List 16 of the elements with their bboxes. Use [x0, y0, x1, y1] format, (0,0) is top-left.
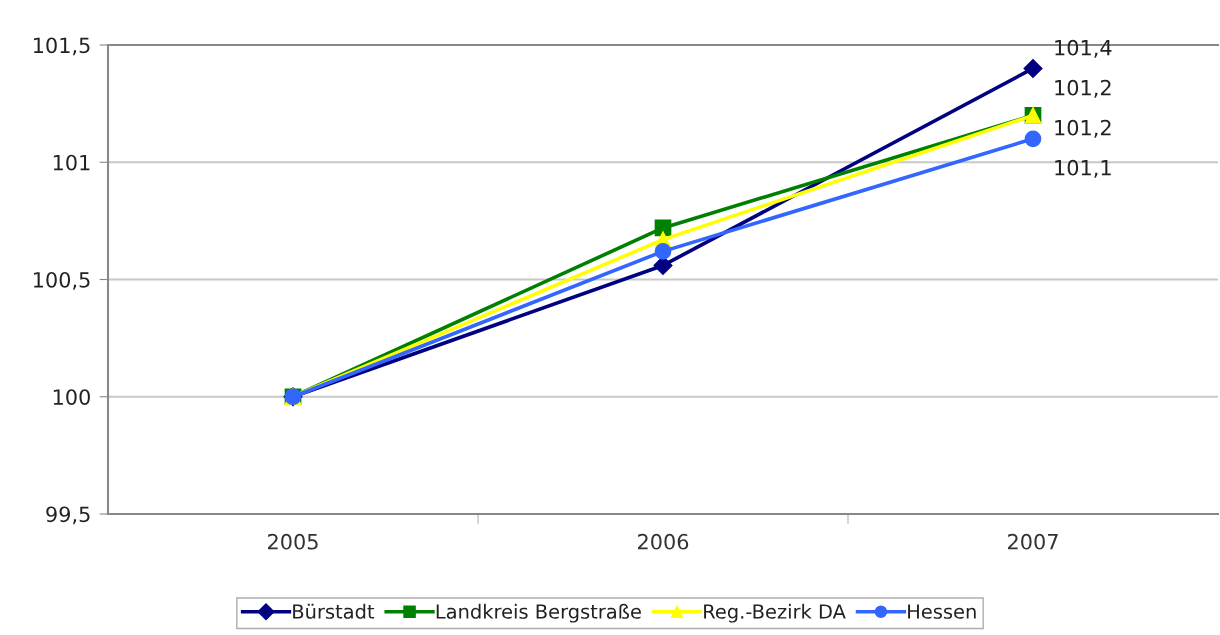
legend-label: Landkreis Bergstraße — [436, 603, 641, 623]
y-tick-label: 101,5 — [33, 37, 90, 56]
x-tick-label: 2007 — [1008, 533, 1058, 550]
y-tick-label: 99,5 — [46, 506, 90, 525]
y-tick-label: 101 — [53, 154, 90, 171]
y-tick-label: 100,5 — [33, 271, 90, 290]
y-tick-label: 100 — [53, 389, 90, 405]
legend-label: Hessen — [908, 604, 976, 619]
data-label: 101,4 — [1055, 39, 1112, 58]
data-label: 101,2 — [1055, 119, 1111, 138]
legend-label: Reg.-Bezirk DA — [704, 603, 846, 623]
data-label: 101,1 — [1055, 159, 1111, 178]
data-label: 101,2 — [1055, 79, 1111, 98]
x-tick-label: 2005 — [268, 533, 318, 550]
x-tick-label: 2006 — [638, 533, 689, 550]
legend-label: Bürstadt — [293, 603, 375, 619]
